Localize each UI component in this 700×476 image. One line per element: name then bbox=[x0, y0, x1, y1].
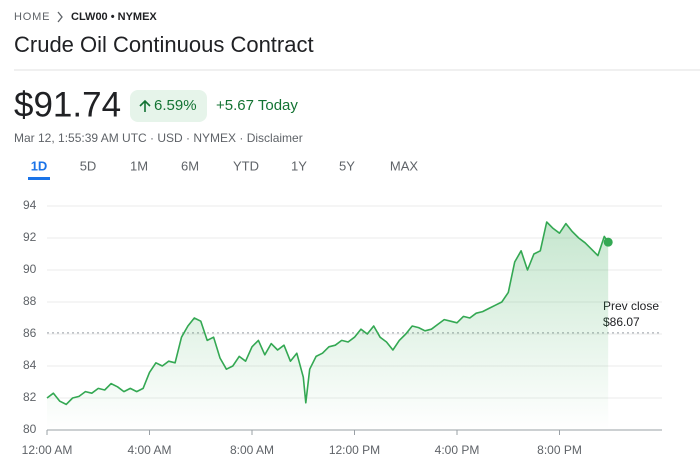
price-area bbox=[47, 222, 609, 430]
quote-meta: Mar 12, 1:55:39 AM UTC · USD · NYMEX · D… bbox=[14, 131, 303, 145]
y-tick-label: 84 bbox=[23, 358, 37, 372]
x-tick-label: 12:00 AM bbox=[22, 443, 73, 457]
price: $91.74 bbox=[14, 85, 121, 124]
price-line bbox=[46, 221, 609, 406]
y-tick-label: 88 bbox=[23, 294, 37, 308]
x-tick-label: 8:00 AM bbox=[230, 443, 274, 457]
x-tick-label: 8:00 PM bbox=[537, 443, 582, 457]
last-point bbox=[603, 237, 613, 247]
chart: 80 82 84 86 88 90 92 94 12:00 AM 4:00 AM 8:00 AM 12… bbox=[22, 198, 662, 457]
active-tab-underline bbox=[28, 177, 50, 180]
y-tick-label: 90 bbox=[23, 262, 37, 276]
y-tick-label: 92 bbox=[23, 230, 37, 244]
range-tab[interactable]: 1D bbox=[31, 158, 48, 173]
range-tabs: 1D 5D 1M 6M YTD 1Y 5Y MAX bbox=[28, 158, 418, 180]
change-badge bbox=[130, 90, 207, 122]
range-tab[interactable]: YTD bbox=[233, 158, 259, 173]
page-title: Crude Oil Continuous Contract bbox=[14, 32, 314, 57]
range-tab[interactable]: 1M bbox=[130, 158, 148, 173]
chevron bbox=[57, 11, 63, 23]
range-tab[interactable]: MAX bbox=[390, 158, 419, 173]
prev-close-label: Prev close bbox=[603, 299, 659, 313]
y-tick-label: 86 bbox=[23, 326, 37, 340]
prev-close-value: $86.07 bbox=[603, 315, 640, 329]
change-percent: 6.59% bbox=[154, 97, 197, 114]
range-tab[interactable]: 5Y bbox=[339, 158, 355, 173]
breadcrumb-symbol: CLW00 • NYMEX bbox=[71, 11, 157, 23]
y-tick-label: 80 bbox=[23, 422, 37, 436]
x-tick-label: 4:00 AM bbox=[127, 443, 171, 457]
y-tick-label: 82 bbox=[23, 390, 37, 404]
breadcrumb-home[interactable]: HOME bbox=[14, 11, 50, 23]
up-arrow bbox=[139, 99, 151, 112]
y-tick-label: 94 bbox=[23, 198, 37, 212]
range-tab[interactable]: 5D bbox=[80, 158, 97, 173]
range-tab[interactable]: 1Y bbox=[291, 158, 307, 173]
change-today: +5.67 Today bbox=[216, 97, 298, 114]
x-tick-label: 12:00 PM bbox=[329, 443, 380, 457]
x-tick-label: 4:00 PM bbox=[435, 443, 480, 457]
range-tab[interactable]: 6M bbox=[181, 158, 199, 173]
